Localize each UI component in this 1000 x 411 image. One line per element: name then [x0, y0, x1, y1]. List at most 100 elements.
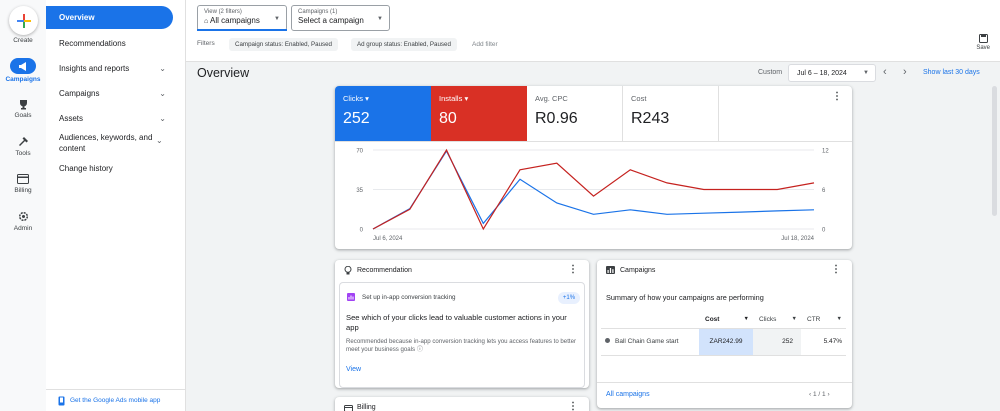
bar-chart-icon: [606, 266, 615, 274]
more-vert-icon[interactable]: ⋮: [832, 91, 842, 102]
campaign-name-cell[interactable]: Ball Chain Game start: [601, 328, 699, 355]
next-period-icon[interactable]: ›: [903, 66, 907, 78]
view-picker-caption: View (2 filters): [204, 9, 242, 15]
plus-icon: [16, 13, 31, 28]
cost-cell: ZAR242.99: [699, 328, 753, 355]
column-header-cost[interactable]: Cost ▼: [705, 316, 749, 324]
campaigns-rail-button[interactable]: [10, 58, 36, 74]
nav-item-label: Campaigns: [59, 88, 100, 98]
card-title: Recommendation: [357, 267, 412, 274]
left-axis-tick-label: 0: [360, 228, 364, 234]
sort-arrow-icon: ▼: [791, 316, 797, 323]
status-dot-icon: [605, 338, 610, 343]
nav-item-assets[interactable]: Assets ⌄: [46, 111, 186, 125]
metric-value: 80: [439, 110, 457, 127]
metric-tile-avg-cpc[interactable]: Avg. CPC R0.96: [527, 86, 623, 141]
campaign-picker[interactable]: Campaigns (1) Select a campaign ▼: [291, 5, 390, 31]
chevron-down-icon: ⌄: [156, 136, 163, 145]
card-title: Billing: [357, 404, 376, 411]
trophy-icon[interactable]: [14, 97, 32, 111]
view-picker[interactable]: View (2 filters) ⌂ All campaigns ▼: [197, 5, 287, 31]
campaign-picker-value: Select a campaign: [298, 16, 364, 25]
metric-tile-clicks[interactable]: Clicks ▾ 252: [335, 86, 431, 141]
filter-chip-ad-group-status[interactable]: Ad group status: Enabled, Paused: [351, 38, 457, 51]
right-axis-tick-label: 12: [822, 149, 829, 155]
prev-page-icon[interactable]: ‹: [809, 391, 812, 398]
table-row[interactable]: Ball Chain Game start ZAR242.99 252 5.47…: [601, 328, 846, 355]
column-header-ctr[interactable]: CTR ▼: [807, 316, 842, 324]
nav-panel: Overview Recommendations Insights and re…: [46, 0, 186, 411]
more-vert-icon[interactable]: ⋮: [568, 264, 578, 275]
recommendation-tag: Set up in-app conversion tracking: [362, 294, 456, 301]
metric-tile-installs[interactable]: Installs ▾ 80: [431, 86, 527, 141]
analytics-icon: [347, 293, 355, 301]
view-picker-value: ⌂ All campaigns: [204, 16, 260, 25]
metric-value: 252: [343, 110, 370, 127]
nav-item-label: Change history: [59, 163, 113, 173]
nav-item-overview[interactable]: Overview: [46, 6, 173, 29]
tools-label: Tools: [15, 150, 31, 157]
tile-divider: [335, 141, 852, 142]
tools-icon[interactable]: [14, 134, 32, 148]
nav-item-insights[interactable]: Insights and reports ⌄: [46, 61, 186, 75]
sort-arrow-icon: ▼: [836, 316, 842, 323]
left-rail: Create Campaigns Goals Tools Billing Adm…: [0, 0, 46, 411]
mobile-app-link[interactable]: Get the Google Ads mobile app: [46, 389, 186, 411]
metric-tile-cost[interactable]: Cost R243: [623, 86, 719, 141]
filter-chip-campaign-status[interactable]: Campaign status: Enabled, Paused: [229, 38, 338, 51]
page-indicator: 1 / 1: [812, 391, 826, 398]
clicks-cell: 252: [753, 328, 801, 355]
all-campaigns-link[interactable]: All campaigns: [606, 391, 650, 398]
gear-icon[interactable]: [14, 209, 32, 223]
campaign-picker-caption: Campaigns (1): [298, 9, 338, 15]
admin-label: Admin: [13, 225, 33, 232]
credit-card-icon[interactable]: [14, 172, 32, 186]
left-axis-tick-label: 35: [356, 188, 363, 194]
credit-card-icon: [344, 405, 353, 411]
column-header-clicks[interactable]: Clicks ▼: [759, 316, 797, 324]
chevron-down-icon: ⌄: [159, 63, 166, 73]
metric-label: Clicks ▾: [343, 94, 369, 103]
mobile-app-label: Get the Google Ads mobile app: [70, 397, 161, 404]
previous-period-icon[interactable]: ‹: [883, 66, 887, 78]
date-range-picker[interactable]: Jul 6 – 18, 2024 ▼: [788, 64, 876, 82]
pagination: ‹ 1 / 1 ›: [809, 391, 830, 398]
nav-item-campaigns[interactable]: Campaigns ⌄: [46, 86, 186, 100]
nav-item-label: Insights and reports: [59, 63, 130, 73]
metric-label: Cost: [631, 94, 647, 103]
show-last-30-days-link[interactable]: Show last 30 days: [923, 69, 980, 76]
help-icon[interactable]: ⓘ: [416, 346, 423, 353]
view-link[interactable]: View: [346, 366, 362, 373]
page-scrollbar[interactable]: [992, 86, 997, 216]
dropdown-arrow-icon: ▾: [365, 94, 369, 103]
campaigns-label: Campaigns: [5, 76, 41, 83]
recommendation-item: Set up in-app conversion tracking See wh…: [339, 282, 585, 388]
home-icon: ⌂: [204, 18, 209, 25]
billing-label: Billing: [14, 187, 32, 194]
metric-label: Installs ▾: [439, 94, 469, 103]
dropdown-arrow-icon: ▼: [863, 70, 869, 76]
x-axis-tick-label: Jul 18, 2024: [781, 236, 814, 242]
top-bar: View (2 filters) ⌂ All campaigns ▼ Campa…: [186, 0, 1000, 62]
nav-item-recommendations[interactable]: Recommendations: [46, 36, 186, 50]
nav-item-audiences[interactable]: Audiences, keywords, and content: [46, 132, 164, 154]
save-button[interactable]: Save: [976, 34, 990, 51]
sort-arrow-icon: ▼: [743, 316, 749, 323]
series-line-installs: [372, 148, 815, 231]
campaigns-summary: Summary of how your campaigns are perfor…: [606, 293, 764, 302]
x-axis-tick-label: Jul 6, 2024: [373, 236, 403, 242]
filters-label: Filters: [197, 40, 215, 47]
create-button[interactable]: [9, 6, 38, 35]
more-vert-icon[interactable]: ⋮: [568, 401, 578, 411]
next-page-icon[interactable]: ›: [827, 391, 830, 398]
performance-chart: 70 35 0 12 6 0 Jul 6, 2024 Jul 18, 2024: [356, 148, 829, 243]
date-range-value: Jul 6 – 18, 2024: [797, 69, 847, 77]
more-vert-icon[interactable]: ⋮: [831, 264, 841, 275]
nav-item-change-history[interactable]: Change history: [46, 161, 186, 175]
right-axis-tick-label: 6: [822, 188, 826, 194]
recommendation-card: Recommendation ⋮ Set up in-app conversio…: [335, 260, 589, 388]
add-filter-button[interactable]: Add filter: [472, 41, 498, 48]
card-divider: [597, 382, 852, 383]
nav-item-label: Audiences, keywords, and content: [59, 133, 153, 153]
metric-label: Avg. CPC: [535, 94, 568, 103]
